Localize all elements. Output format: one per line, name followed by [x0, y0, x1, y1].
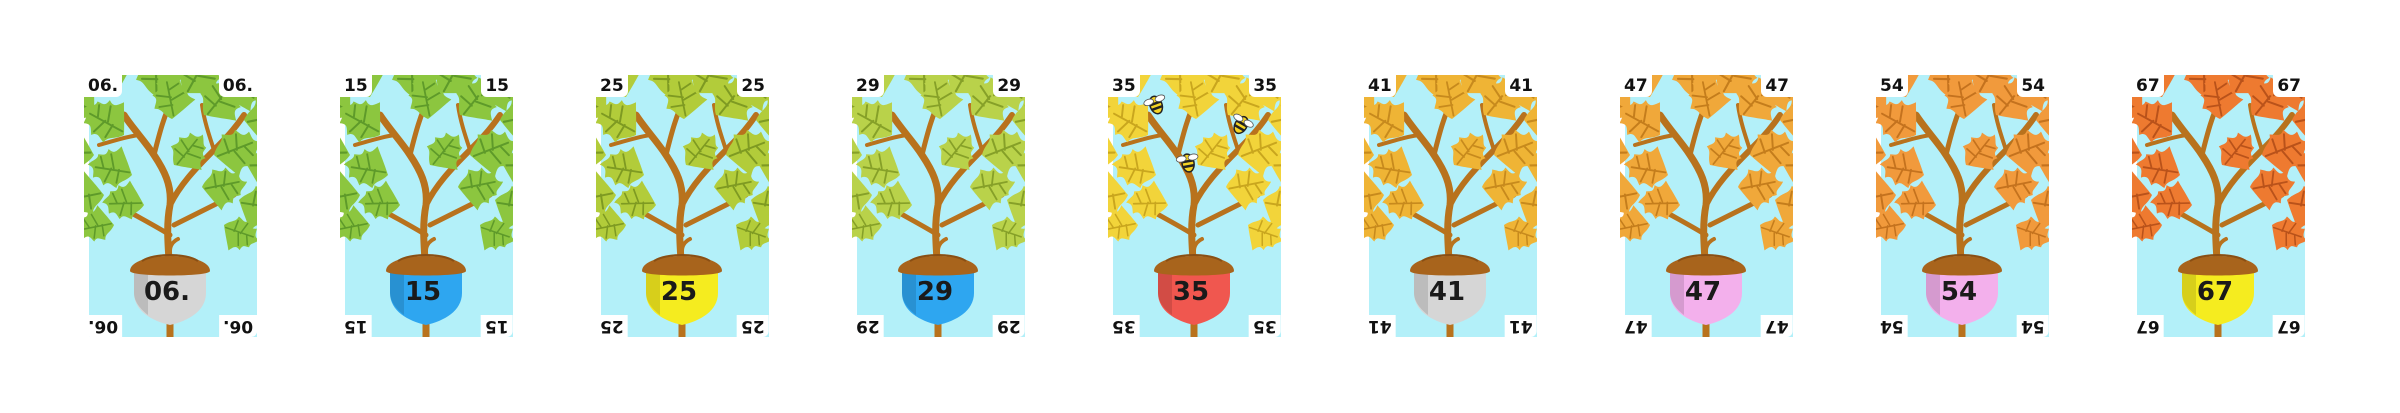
corner-number-br: 25: [737, 315, 769, 337]
corner-number-tr: 67: [2273, 75, 2305, 97]
number-card-0[interactable]: 06. 06. 06. 06. 06.: [84, 75, 257, 337]
number-card-8[interactable]: 67 67 67 67 67: [2132, 75, 2305, 337]
corner-number-tl: 47: [1620, 75, 1652, 97]
corner-number-br: 29: [993, 315, 1025, 337]
corner-number-bl: 47: [1620, 315, 1652, 337]
acorn-number: 29: [916, 277, 954, 307]
corner-number-tr: 35: [1249, 75, 1281, 97]
corner-number-tl: 35: [1108, 75, 1140, 97]
number-card-3[interactable]: 29 29 29 29 29: [852, 75, 1025, 337]
oak-tree-icon: [2132, 75, 2305, 337]
corner-number-tl: 15: [340, 75, 372, 97]
number-card-2[interactable]: 25 25 25 25 25: [596, 75, 769, 337]
acorn-number: 47: [1684, 277, 1722, 307]
corner-number-bl: 67: [2132, 315, 2164, 337]
corner-number-bl: 35: [1108, 315, 1140, 337]
acorn-number: 15: [404, 277, 442, 307]
number-card-4[interactable]: 35 35 35 35 35: [1108, 75, 1281, 337]
corner-number-bl: 06.: [84, 315, 123, 337]
oak-tree-icon: [1876, 75, 2049, 337]
corner-number-tl: 41: [1364, 75, 1396, 97]
corner-number-tr: 06.: [218, 75, 257, 97]
acorn-number: 41: [1428, 277, 1466, 307]
corner-number-br: 41: [1505, 315, 1537, 337]
oak-tree-icon: [1620, 75, 1793, 337]
corner-number-tl: 25: [596, 75, 628, 97]
corner-number-bl: 25: [596, 315, 628, 337]
corner-number-tl: 29: [852, 75, 884, 97]
acorn-number: 25: [660, 277, 698, 307]
corner-number-tr: 15: [481, 75, 513, 97]
acorn-number: 54: [1940, 277, 1978, 307]
corner-number-tr: 29: [993, 75, 1025, 97]
corner-number-br: 54: [2017, 315, 2049, 337]
corner-number-tr: 54: [2017, 75, 2049, 97]
corner-number-bl: 41: [1364, 315, 1396, 337]
corner-number-bl: 29: [852, 315, 884, 337]
corner-number-tr: 25: [737, 75, 769, 97]
corner-number-tl: 67: [2132, 75, 2164, 97]
corner-number-tr: 41: [1505, 75, 1537, 97]
acorn-number: 67: [2196, 277, 2234, 307]
oak-tree-icon: [596, 75, 769, 337]
number-card-5[interactable]: 41 41 41 41 41: [1364, 75, 1537, 337]
corner-number-tl: 54: [1876, 75, 1908, 97]
corner-number-tr: 47: [1761, 75, 1793, 97]
acorn-number: 06.: [143, 277, 191, 307]
number-card-1[interactable]: 15 15 15 15 15: [340, 75, 513, 337]
corner-number-tl: 06.: [84, 75, 123, 97]
oak-tree-icon: [1364, 75, 1537, 337]
corner-number-br: 47: [1761, 315, 1793, 337]
corner-number-br: 35: [1249, 315, 1281, 337]
acorn-number: 35: [1172, 277, 1210, 307]
number-card-7[interactable]: 54 54 54 54 54: [1876, 75, 2049, 337]
corner-number-bl: 15: [340, 315, 372, 337]
corner-number-br: 15: [481, 315, 513, 337]
corner-number-bl: 54: [1876, 315, 1908, 337]
corner-number-br: 67: [2273, 315, 2305, 337]
corner-number-br: 06.: [218, 315, 257, 337]
number-card-6[interactable]: 47 47 47 47 47: [1620, 75, 1793, 337]
